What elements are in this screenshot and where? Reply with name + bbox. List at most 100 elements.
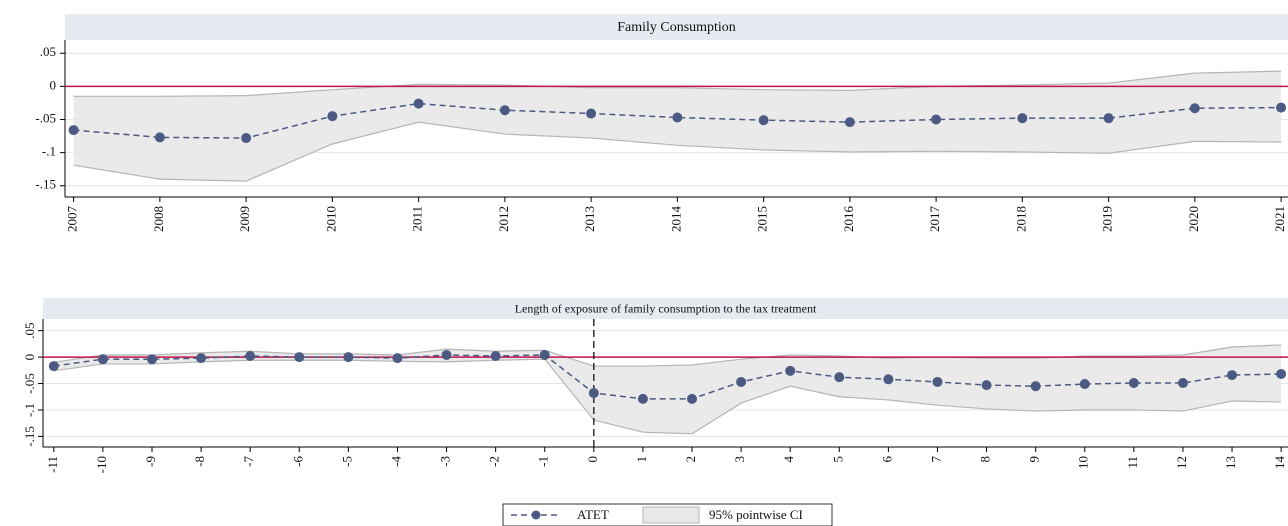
x-tick-label: 2017 <box>927 206 942 233</box>
x-tick-label: 2012 <box>496 206 511 232</box>
x-tick-label: 2018 <box>1013 206 1028 232</box>
y-tick-label: .05 <box>40 44 56 59</box>
x-tick-label: -2 <box>487 456 502 467</box>
atet-point <box>1017 113 1028 124</box>
x-tick-label: 2013 <box>582 206 597 232</box>
atet-point <box>981 380 992 391</box>
x-tick-label: -5 <box>339 456 354 467</box>
atet-point <box>146 354 157 365</box>
atet-point <box>1276 369 1287 380</box>
atet-point <box>392 353 403 364</box>
x-tick-label: 2015 <box>755 206 770 232</box>
x-tick-label: 1 <box>634 456 649 463</box>
y-tick-label: -.05 <box>22 373 37 394</box>
x-tick-label: 11 <box>1125 456 1140 469</box>
atet-line <box>73 102 1282 139</box>
x-tick-label: 2011 <box>410 206 425 232</box>
x-tick-label: -1 <box>536 456 551 467</box>
atet-point <box>1177 378 1188 388</box>
atet-point <box>413 98 424 109</box>
x-tick-label: -11 <box>45 456 60 473</box>
atet-point <box>1189 103 1200 114</box>
x-tick-label: -3 <box>438 456 453 467</box>
legend-label: ATET <box>577 507 609 522</box>
ci-band <box>53 344 1282 434</box>
x-tick-label: 14 <box>1272 456 1287 470</box>
y-tick-label: 0 <box>50 77 57 92</box>
x-tick-label: 2 <box>683 456 698 463</box>
y-tick-label: 0 <box>22 354 37 361</box>
atet-point <box>1276 102 1287 113</box>
atet-point <box>586 108 597 119</box>
x-tick-label: 2014 <box>668 206 683 233</box>
atet-point <box>672 112 683 123</box>
atet-point <box>736 376 747 387</box>
atet-point <box>834 372 845 383</box>
legend-band-swatch <box>642 506 700 524</box>
x-tick-label: -4 <box>388 456 403 467</box>
atet-line <box>53 354 1282 400</box>
atet-point <box>343 352 354 363</box>
x-tick-label: 9 <box>1027 456 1042 463</box>
chart-title: Length of exposure of family consumption… <box>515 301 817 315</box>
x-tick-label: -6 <box>290 456 305 467</box>
atet-point <box>931 114 942 125</box>
x-tick-label: 2009 <box>237 206 252 232</box>
legend-point-swatch <box>531 510 541 520</box>
atet-point <box>1128 378 1139 388</box>
legend-label: 95% pointwise CI <box>709 507 803 522</box>
title-strip <box>43 298 1288 319</box>
x-tick-label: -9 <box>143 456 158 467</box>
atet-point <box>68 125 79 136</box>
x-tick-label: 12 <box>1174 456 1189 469</box>
atet-point <box>883 374 894 385</box>
x-tick-label: -10 <box>94 456 109 473</box>
atet-point <box>637 393 648 404</box>
x-tick-label: 7 <box>928 456 943 463</box>
atet-point <box>1103 113 1114 124</box>
atet-point <box>490 351 501 362</box>
atet-point <box>241 133 252 144</box>
x-tick-label: 2020 <box>1186 206 1201 232</box>
atet-point <box>1227 370 1238 381</box>
ci-band <box>73 71 1282 182</box>
atet-point <box>687 393 698 404</box>
x-tick-label: 8 <box>978 456 993 463</box>
atet-point <box>97 354 108 365</box>
x-tick-label: 4 <box>781 456 796 463</box>
x-tick-label: 2008 <box>151 206 166 232</box>
x-tick-label: 5 <box>830 456 845 463</box>
atet-point <box>294 352 305 363</box>
atet-point <box>327 111 338 122</box>
x-tick-label: 3 <box>732 456 747 463</box>
ci-upper <box>73 70 1282 97</box>
y-tick-label: -.1 <box>42 144 56 159</box>
x-tick-label: 10 <box>1076 456 1091 469</box>
atet-point <box>844 117 855 128</box>
atet-point <box>539 349 550 360</box>
x-tick-label: 13 <box>1223 456 1238 469</box>
y-tick-label: -.1 <box>22 403 37 417</box>
x-tick-label: 6 <box>879 456 894 463</box>
x-tick-label: 2019 <box>1100 206 1115 232</box>
atet-point <box>441 349 452 360</box>
x-tick-label: -7 <box>241 456 256 467</box>
atet-point <box>196 353 207 364</box>
y-tick-label: -.15 <box>35 177 56 192</box>
x-tick-label: -8 <box>192 456 207 467</box>
atet-point <box>48 361 59 372</box>
x-tick-label: 2021 <box>1272 206 1287 232</box>
y-tick-label: -.15 <box>22 426 37 447</box>
atet-point <box>154 132 165 143</box>
y-tick-label: -.05 <box>35 110 56 125</box>
y-tick-label: .05 <box>22 323 37 339</box>
chart-title: Family Consumption <box>617 20 736 35</box>
atet-point <box>1079 379 1090 390</box>
title-strip <box>65 14 1288 40</box>
atet-point <box>588 388 599 399</box>
x-tick-label: 0 <box>585 456 600 463</box>
ci-lower <box>53 358 1282 435</box>
atet-point <box>785 365 796 376</box>
x-tick-label: 2016 <box>841 206 856 233</box>
